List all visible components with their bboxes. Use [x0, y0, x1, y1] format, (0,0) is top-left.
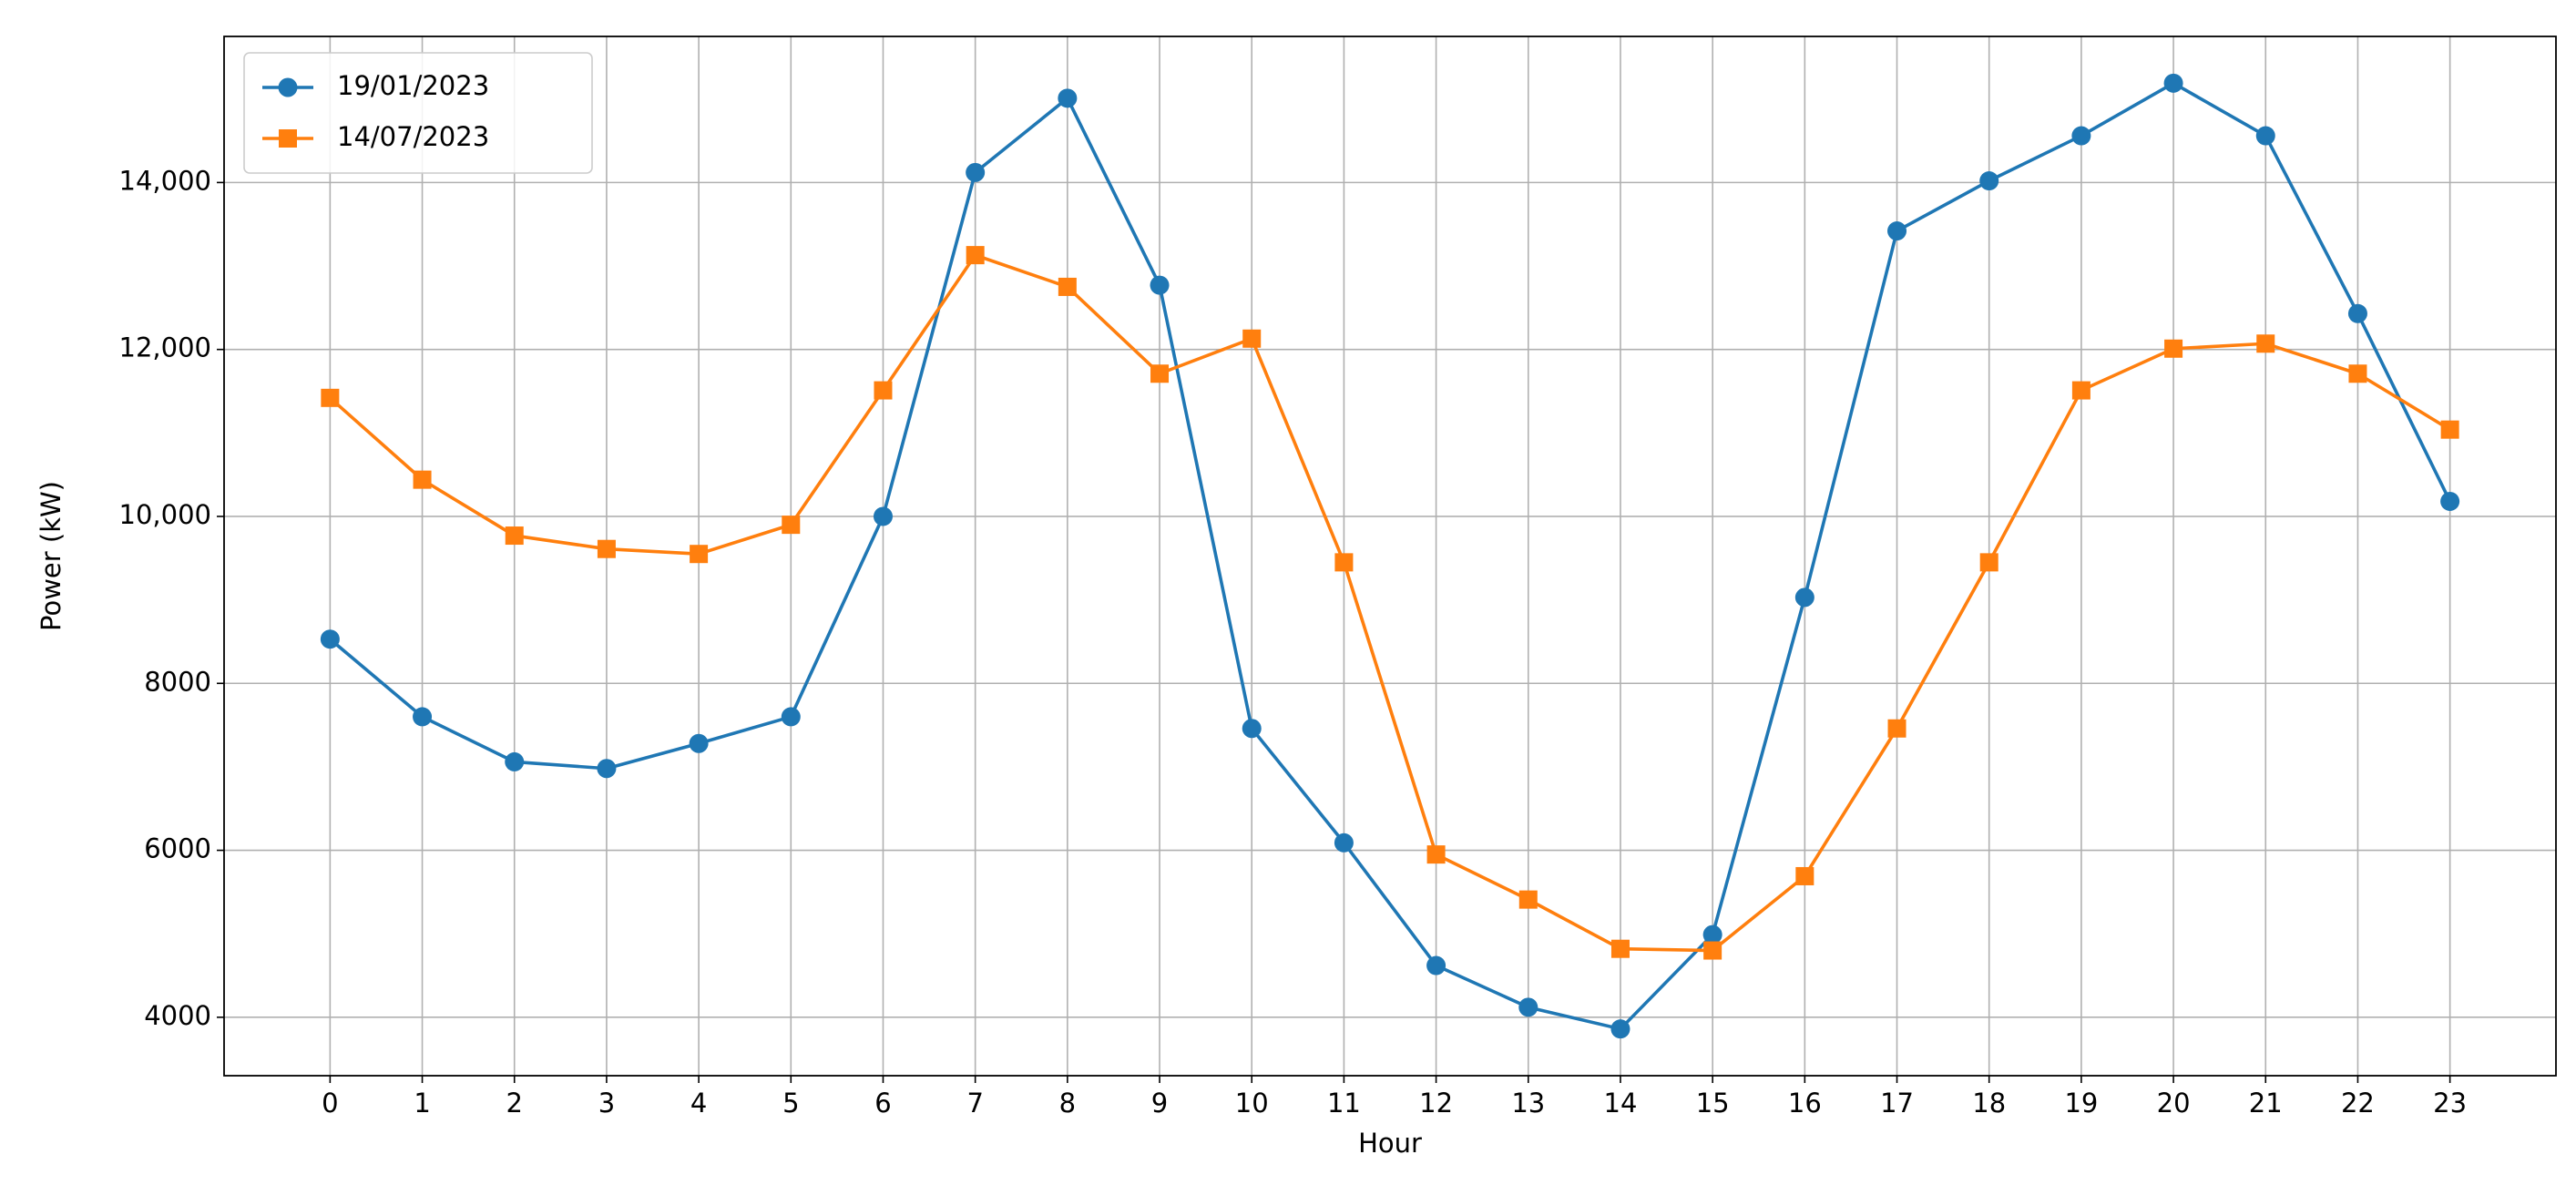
data-point [1150, 275, 1170, 295]
y-tick-label: 8000 [144, 666, 211, 697]
data-point [782, 516, 801, 535]
data-point [2071, 381, 2090, 400]
x-tick-label: 20 [2157, 1088, 2191, 1119]
y-tick-label: 6000 [144, 833, 211, 864]
x-tick-label: 3 [598, 1088, 615, 1119]
data-point [1795, 866, 1814, 885]
y-tick-label: 14,000 [119, 165, 211, 196]
data-point [1426, 845, 1446, 864]
x-axis-label: Hour [1358, 1128, 1422, 1159]
y-tick-label: 10,000 [119, 499, 211, 530]
data-point [413, 707, 433, 727]
x-tick-label: 23 [2433, 1088, 2467, 1119]
x-tick-label: 22 [2341, 1088, 2375, 1119]
data-point [1242, 329, 1262, 348]
data-point [2440, 420, 2459, 439]
data-point [1334, 833, 1354, 853]
data-point [1518, 997, 1538, 1017]
data-point [1518, 890, 1538, 909]
data-point [1150, 364, 1170, 383]
x-tick-label: 8 [1059, 1088, 1076, 1119]
data-point [873, 506, 893, 526]
data-point [597, 539, 616, 558]
x-tick-label: 9 [1151, 1088, 1168, 1119]
x-tick-label: 6 [874, 1088, 891, 1119]
x-tick-label: 16 [1788, 1088, 1822, 1119]
data-point [1979, 553, 1998, 572]
x-tick-label: 13 [1511, 1088, 1545, 1119]
x-tick-label: 14 [1604, 1088, 1638, 1119]
data-point [1058, 277, 1077, 296]
y-tick-label: 12,000 [119, 332, 211, 363]
data-point [874, 381, 893, 400]
legend: 19/01/2023 14/07/2023 [243, 52, 593, 174]
data-point [2348, 364, 2367, 383]
data-point [690, 545, 709, 564]
data-point [2071, 126, 2091, 146]
legend-label: 19/01/2023 [337, 70, 489, 101]
x-tick-label: 7 [966, 1088, 983, 1119]
data-point [2163, 73, 2183, 93]
axes-frame [223, 36, 2557, 1077]
data-point [505, 526, 524, 546]
data-point [597, 759, 617, 779]
legend-marker [278, 77, 298, 97]
data-point [2347, 303, 2367, 323]
x-tick-label: 21 [2249, 1088, 2283, 1119]
data-point [2255, 126, 2275, 146]
x-tick-label: 10 [1235, 1088, 1269, 1119]
data-point [689, 733, 709, 753]
data-point [1887, 719, 1906, 738]
data-point [1334, 553, 1354, 572]
data-point [966, 246, 985, 265]
legend-marker [279, 129, 297, 148]
data-point [1610, 939, 1630, 958]
x-tick-label: 11 [1327, 1088, 1361, 1119]
plot-area [320, 73, 2460, 1039]
data-point [321, 388, 340, 407]
data-point [2164, 339, 2183, 358]
data-point [413, 470, 432, 489]
x-tick-label: 4 [690, 1088, 707, 1119]
data-point [1794, 587, 1814, 608]
x-tick-label: 17 [1880, 1088, 1914, 1119]
legend-box [243, 52, 593, 174]
y-axis-label: Power (kW) [36, 481, 66, 631]
data-point [2256, 334, 2275, 353]
data-point [2440, 491, 2460, 511]
data-point [1979, 171, 1999, 191]
x-tick-label: 1 [414, 1088, 430, 1119]
legend-label: 14/07/2023 [337, 121, 489, 152]
series-line [329, 253, 2451, 953]
data-point [1058, 88, 1078, 108]
x-tick-label: 2 [506, 1088, 523, 1119]
x-tick-label: 15 [1696, 1088, 1730, 1119]
series-line [329, 81, 2452, 1031]
x-tick-label: 19 [2064, 1088, 2098, 1119]
x-tick-label: 5 [782, 1088, 799, 1119]
data-point [505, 751, 525, 771]
x-tick-label: 12 [1419, 1088, 1453, 1119]
x-tick-label: 18 [1972, 1088, 2006, 1119]
data-point [1702, 925, 1722, 945]
y-tick-label: 4000 [144, 1000, 211, 1031]
data-point [1703, 941, 1722, 960]
data-point [781, 707, 801, 727]
data-point [1242, 719, 1262, 739]
data-point [1887, 221, 1907, 241]
data-point [320, 629, 340, 649]
data-point [1610, 1019, 1630, 1039]
data-point [966, 162, 986, 182]
x-tick-label: 0 [322, 1088, 338, 1119]
data-point [1426, 955, 1446, 976]
